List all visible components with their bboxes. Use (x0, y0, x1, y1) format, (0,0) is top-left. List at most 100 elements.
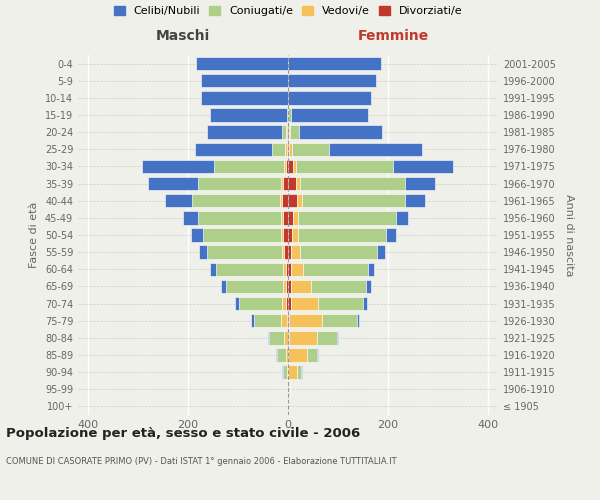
Bar (281, 246, 284, 259)
Bar (395, 211, 408, 224)
Bar (284, 246, 288, 259)
Bar (209, 108, 287, 122)
Bar (296, 177, 299, 190)
Bar (287, 108, 288, 122)
Bar (318, 297, 363, 310)
Bar (299, 177, 404, 190)
Bar (277, 348, 286, 362)
Bar (288, 194, 297, 207)
Bar (293, 211, 298, 224)
Bar (206, 246, 281, 259)
Bar (288, 57, 380, 70)
Bar (286, 280, 288, 293)
Bar (290, 108, 368, 122)
Text: Femmine: Femmine (358, 28, 428, 42)
Bar (297, 366, 301, 379)
Bar (290, 246, 299, 259)
Bar (292, 228, 298, 241)
Bar (286, 348, 288, 362)
Bar (284, 142, 287, 156)
Bar (209, 262, 215, 276)
Bar (299, 246, 377, 259)
Bar (288, 91, 371, 104)
Bar (288, 211, 293, 224)
Bar (288, 297, 290, 310)
Text: Maschi: Maschi (156, 28, 210, 42)
Bar (192, 194, 280, 207)
Bar (199, 246, 206, 259)
Bar (183, 211, 198, 224)
Bar (288, 160, 293, 173)
Bar (288, 177, 296, 190)
Bar (286, 297, 288, 310)
Bar (287, 314, 288, 328)
Bar (284, 331, 288, 344)
Bar (290, 297, 318, 310)
Bar (290, 262, 303, 276)
Bar (200, 74, 288, 88)
Bar (363, 297, 367, 310)
Bar (272, 142, 284, 156)
Bar (289, 331, 317, 344)
Bar (299, 126, 382, 139)
Bar (365, 280, 371, 293)
Bar (226, 280, 283, 293)
Bar (303, 262, 368, 276)
Bar (288, 382, 289, 396)
Text: COMUNE DI CASORATE PRIMO (PV) - Dati ISTAT 1° gennaio 2006 - Elaborazione TUTTIT: COMUNE DI CASORATE PRIMO (PV) - Dati IST… (6, 458, 397, 466)
Bar (281, 228, 283, 241)
Bar (288, 366, 297, 379)
Bar (198, 211, 281, 224)
Bar (286, 160, 288, 173)
Bar (302, 194, 404, 207)
Bar (164, 194, 192, 207)
Bar (288, 314, 289, 328)
Bar (268, 331, 269, 344)
Bar (283, 280, 286, 293)
Bar (301, 366, 302, 379)
Bar (393, 160, 453, 173)
Bar (289, 314, 322, 328)
Bar (377, 246, 385, 259)
Bar (404, 177, 434, 190)
Bar (283, 262, 286, 276)
Y-axis label: Anni di nascita: Anni di nascita (564, 194, 574, 276)
Bar (286, 126, 287, 139)
Bar (289, 142, 292, 156)
Bar (142, 160, 214, 173)
Bar (214, 160, 284, 173)
Bar (298, 211, 395, 224)
Bar (296, 160, 393, 173)
Bar (284, 160, 286, 173)
Bar (281, 314, 287, 328)
Bar (288, 74, 376, 88)
Bar (196, 57, 288, 70)
Bar (307, 348, 317, 362)
Bar (297, 194, 302, 207)
Bar (290, 126, 299, 139)
Bar (280, 194, 282, 207)
Bar (288, 108, 290, 122)
Bar (286, 262, 288, 276)
Bar (282, 126, 286, 139)
Bar (289, 382, 290, 396)
Bar (287, 142, 288, 156)
Bar (283, 228, 288, 241)
Bar (317, 331, 337, 344)
Bar (337, 331, 338, 344)
Bar (311, 280, 365, 293)
Bar (203, 228, 281, 241)
Bar (281, 297, 286, 310)
Bar (200, 91, 288, 104)
Bar (283, 177, 288, 190)
Bar (282, 366, 283, 379)
Bar (190, 228, 203, 241)
Bar (293, 160, 296, 173)
Legend: Celibi/Nubili, Coniugati/e, Vedovi/e, Divorziati/e: Celibi/Nubili, Coniugati/e, Vedovi/e, Di… (113, 6, 463, 16)
Bar (288, 331, 289, 344)
Bar (283, 211, 288, 224)
Bar (288, 142, 289, 156)
Bar (207, 126, 282, 139)
Bar (289, 126, 290, 139)
Bar (386, 228, 395, 241)
